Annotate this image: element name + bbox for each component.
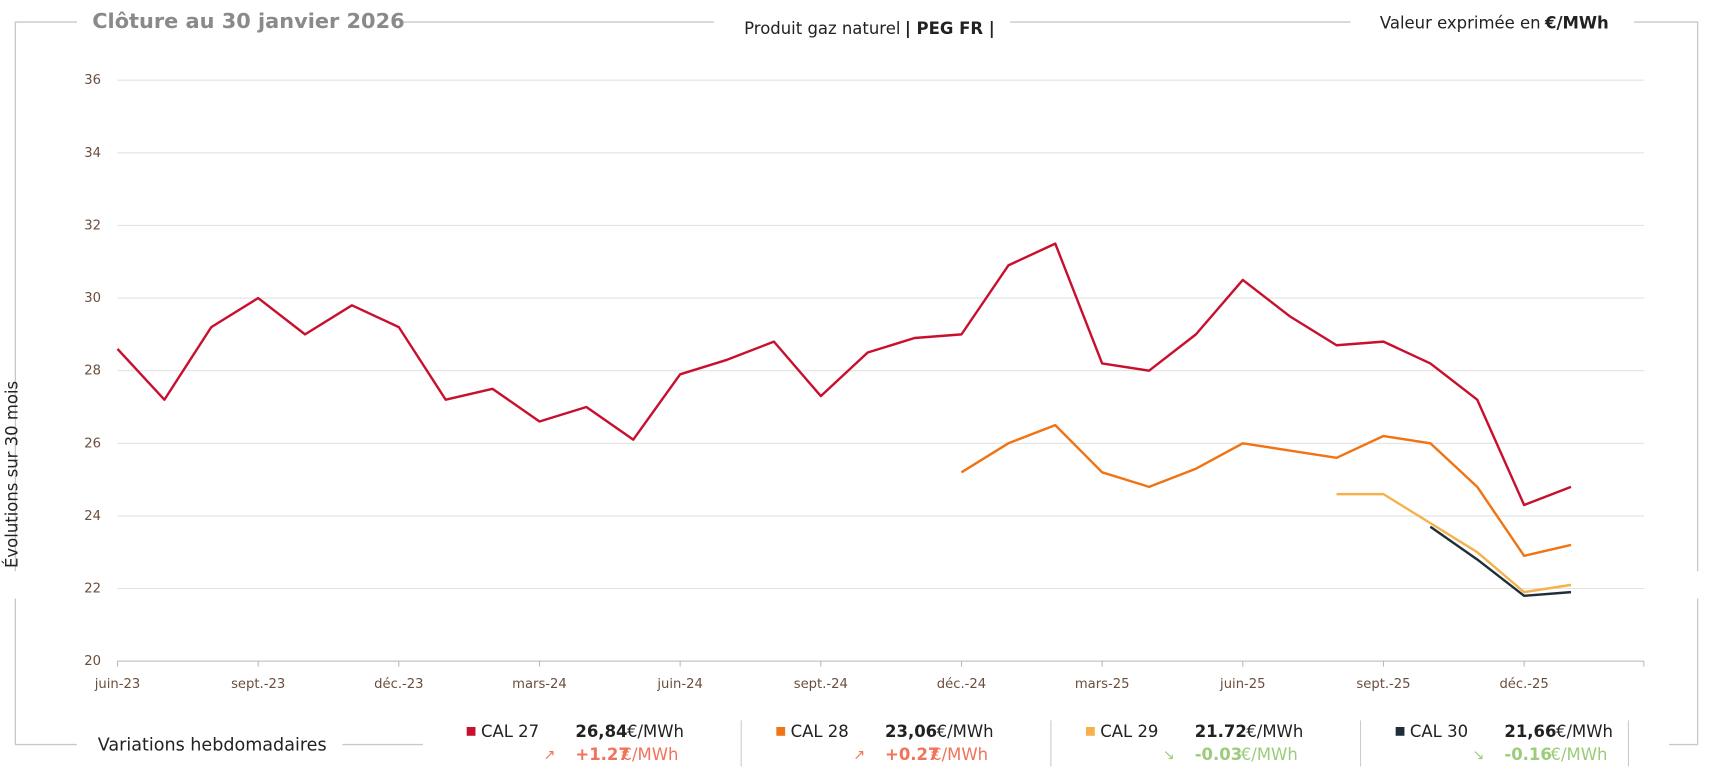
y-tick-label: 30 [84, 291, 101, 306]
chart-title: Clôture au 30 janvier 2026 [92, 9, 404, 33]
legend-swatch [466, 727, 476, 736]
y-tick-label: 24 [84, 509, 101, 524]
x-tick-label: déc.-25 [1499, 676, 1548, 692]
legend-swatch [776, 727, 786, 736]
y-tick-label: 20 [84, 654, 101, 669]
legend-change-unit: €/MWh [1241, 745, 1298, 764]
legend-change-unit: €/MWh [1550, 745, 1607, 764]
legend-change: -0.03 [1195, 745, 1242, 764]
legend-value: 21.72 [1195, 722, 1247, 741]
series-line [960, 423, 1572, 558]
legend-unit: €/MWh [1246, 722, 1303, 741]
y-tick-label: 36 [84, 73, 101, 88]
y-tick-label: 32 [84, 218, 101, 233]
y-axis-label: Évolutions sur 30 mois [3, 381, 22, 568]
x-tick-label: sept.-25 [1356, 677, 1410, 692]
legend-value: 21,66 [1504, 722, 1556, 741]
legend-change-unit: €/MWh [622, 745, 679, 764]
x-tick-label: mars-24 [512, 677, 567, 692]
legend-swatch [1395, 727, 1405, 736]
product: | PEG FR | [905, 19, 995, 39]
x-tick-label: sept.-24 [794, 677, 848, 692]
legend-label: CAL 29 [1100, 722, 1158, 741]
x-tick-label: mars-25 [1075, 677, 1130, 692]
series-line [1336, 492, 1572, 594]
subtitle: Produit gaz naturel [744, 19, 900, 38]
legend-title: Variations hebdomadaires [98, 736, 327, 756]
legend-unit: €/MWh [937, 722, 994, 741]
x-tick-label: juin-25 [1219, 677, 1265, 692]
legend-label: CAL 30 [1410, 722, 1468, 741]
x-tick-label: déc.-23 [374, 676, 423, 692]
unit-prefix: Valeur exprimée en [1380, 14, 1541, 33]
legend-arrow: ↘ [1473, 748, 1485, 764]
legend-unit: €/MWh [1556, 722, 1613, 741]
legend-change: -0.16 [1504, 745, 1551, 764]
y-tick-label: 34 [84, 146, 101, 161]
x-tick-label: juin-24 [656, 677, 702, 692]
legend-change: +0.27 [885, 745, 939, 764]
x-tick-label: sept.-23 [231, 677, 285, 692]
x-tick-label: juin-23 [94, 677, 140, 692]
y-tick-label: 26 [84, 436, 101, 451]
series-line [116, 242, 1572, 507]
unit: €/MWh [1544, 14, 1609, 33]
x-tick-label: déc.-24 [937, 676, 986, 692]
legend-change-unit: €/MWh [931, 745, 988, 764]
legend-value: 23,06 [885, 722, 937, 741]
frame [14, 21, 1699, 746]
legend-arrow: ↗ [853, 748, 865, 764]
y-tick-label: 28 [84, 364, 101, 379]
legend-change: +1.27 [575, 745, 629, 764]
legend-label: CAL 27 [481, 722, 539, 741]
series-line [1429, 525, 1572, 597]
legend-swatch [1085, 727, 1095, 736]
legend-unit: €/MWh [627, 722, 684, 741]
legend-arrow: ↗ [544, 748, 556, 764]
y-tick-label: 22 [84, 582, 101, 597]
legend-label: CAL 28 [791, 722, 849, 741]
legend-value: 26,84 [575, 722, 627, 741]
legend-arrow: ↘ [1163, 748, 1175, 764]
